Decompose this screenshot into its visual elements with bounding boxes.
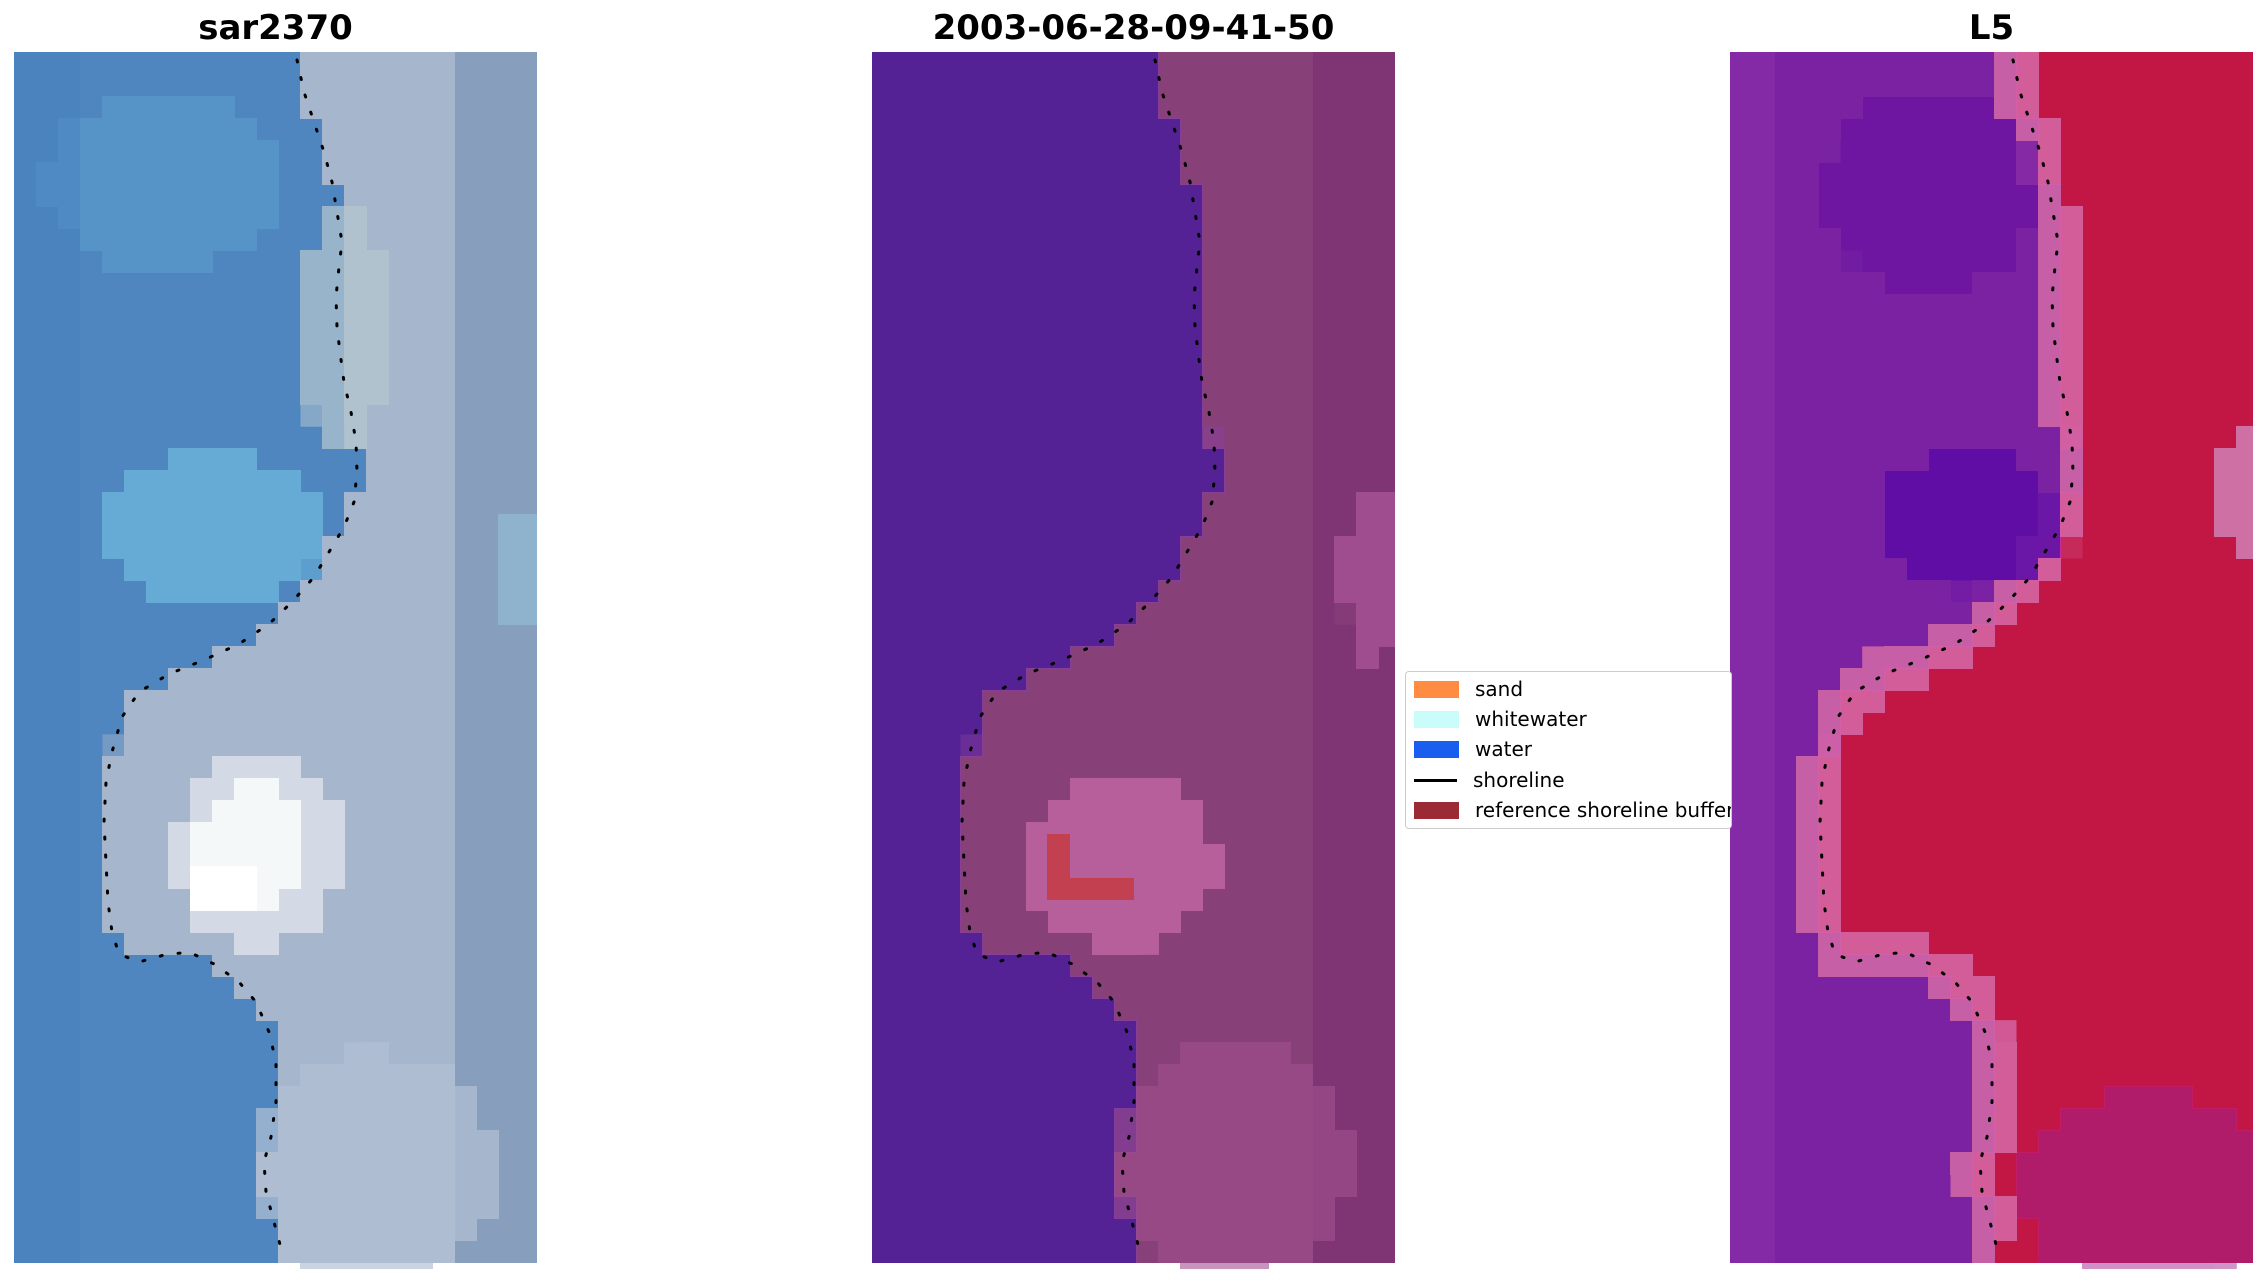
- legend-item-sand: sand: [1414, 674, 1523, 704]
- shoreline-dots: [960, 58, 1217, 1254]
- legend-label-whitewater: whitewater: [1475, 707, 1587, 731]
- panel-title-classified: 2003-06-28-09-41-50: [932, 8, 1335, 48]
- classified-image: [872, 52, 1395, 1269]
- sand-swatch: [1414, 680, 1459, 698]
- whitewater-swatch: [1414, 710, 1459, 728]
- classified-image-panel: [872, 52, 1395, 1269]
- panel-title-rgb: sar2370: [198, 8, 353, 48]
- shoreline-dots: [102, 58, 359, 1254]
- rgb-image-panel: [14, 52, 537, 1269]
- legend-label-reference-buffer: reference shoreline buffer: [1475, 798, 1732, 822]
- legend-label-sand: sand: [1475, 677, 1524, 701]
- index-image: [1730, 52, 2253, 1269]
- reference-buffer-region: [1047, 834, 1134, 900]
- rgb-image: [14, 52, 537, 1269]
- legend-item-shoreline: shoreline: [1414, 765, 1565, 795]
- shoreline-dots: [1818, 58, 2075, 1254]
- legend-label-shoreline: shoreline: [1473, 768, 1565, 792]
- panel-title-index: L5: [1968, 8, 2015, 48]
- shoreline-line-swatch: [1414, 778, 1457, 782]
- legend-item-whitewater: whitewater: [1414, 704, 1587, 734]
- legend-item-water: water: [1414, 734, 1532, 764]
- legend-label-water: water: [1475, 737, 1532, 761]
- legend: sand whitewater water shoreline referenc…: [1405, 671, 1732, 829]
- legend-item-reference-buffer: reference shoreline buffer: [1414, 795, 1732, 825]
- index-image-panel: [1730, 52, 2253, 1269]
- reference-buffer-swatch: [1414, 801, 1459, 819]
- water-swatch: [1414, 740, 1459, 758]
